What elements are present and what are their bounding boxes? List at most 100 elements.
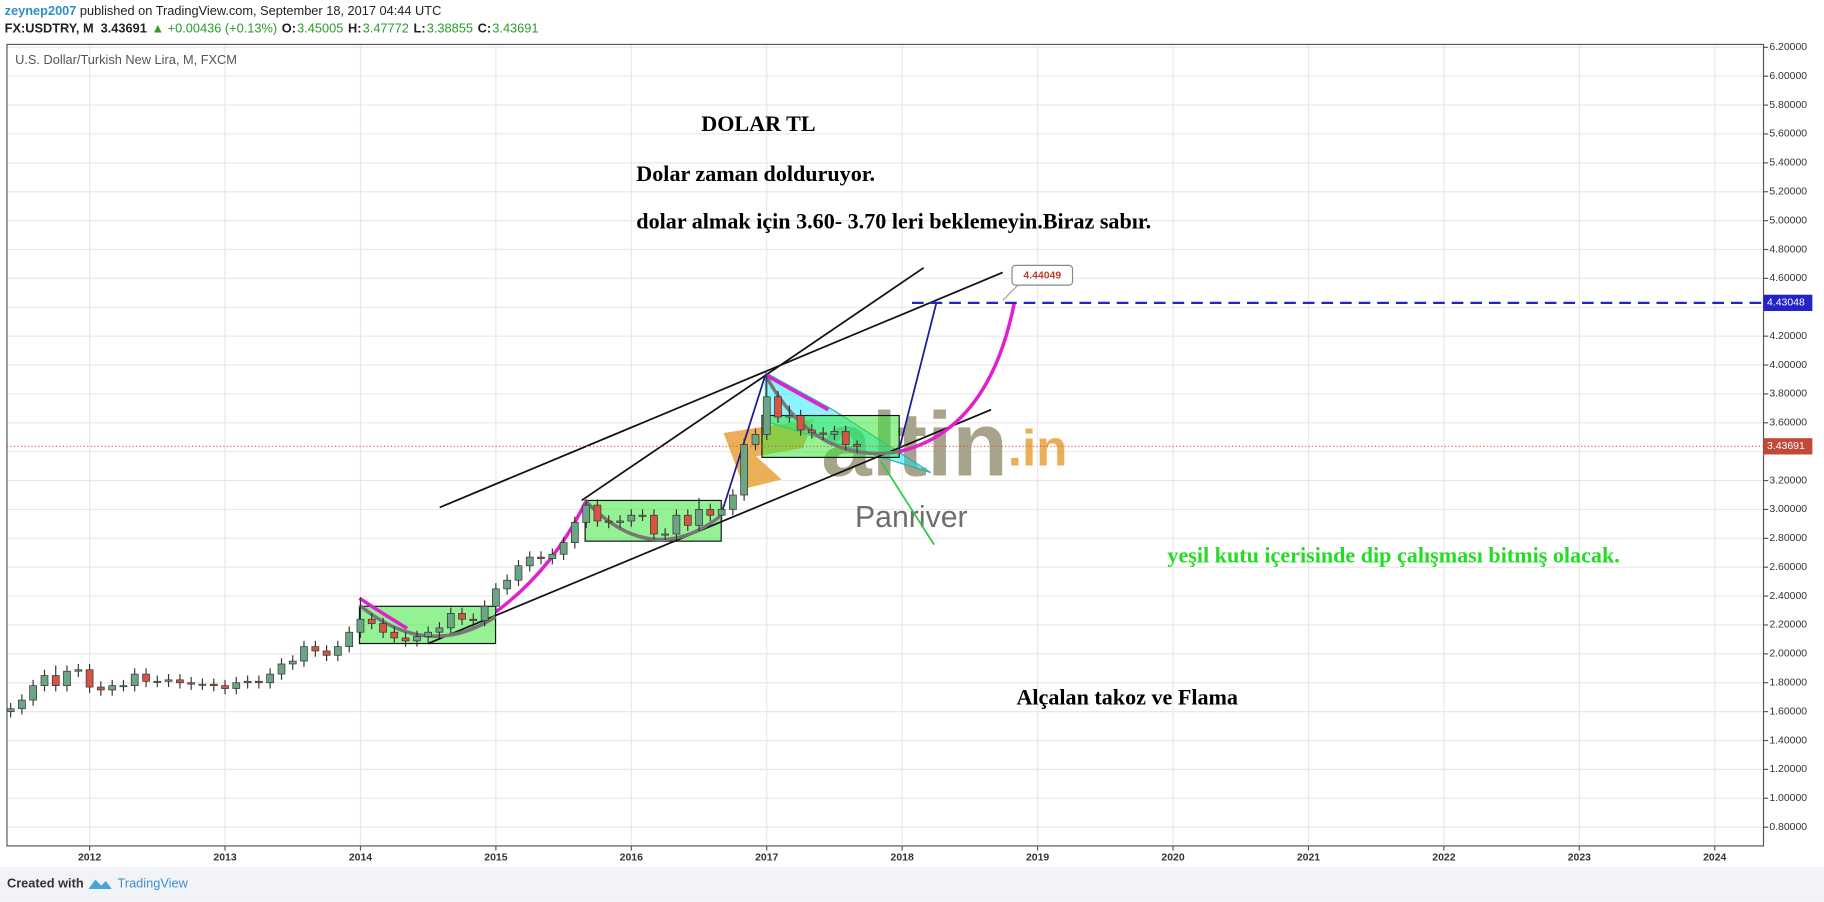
candle-body — [582, 504, 591, 523]
candle-body — [514, 565, 523, 581]
x-tick-label: 2020 — [1161, 852, 1184, 863]
candle-body — [40, 675, 49, 686]
y-tick-label: 4.80000 — [1769, 244, 1807, 255]
candle-body — [255, 680, 263, 684]
candle-body — [548, 553, 557, 559]
ohlc-value: 3.43691 — [492, 21, 538, 36]
candle-body — [672, 514, 681, 535]
y-tick-label: 2.60000 — [1769, 562, 1807, 573]
candle-body — [221, 685, 229, 689]
x-tick-label: 2019 — [1026, 852, 1049, 863]
candle-body — [604, 520, 613, 523]
user[interactable]: zeynep2007 — [5, 3, 77, 18]
y-tick-label: 5.60000 — [1769, 129, 1807, 140]
curve — [898, 302, 1017, 454]
candle-body — [424, 631, 433, 637]
candle-body — [153, 680, 162, 683]
ohlc-value: 3.38855 — [427, 21, 473, 36]
candle-body — [164, 679, 173, 682]
candle-body — [480, 605, 489, 621]
candle-body — [762, 396, 771, 435]
candle-body — [322, 650, 331, 656]
ohlc-label: H: — [348, 21, 361, 36]
y-tick-label: 3.00000 — [1769, 504, 1807, 515]
x-tick-label: 2018 — [891, 852, 914, 863]
trend-line — [581, 267, 925, 502]
candle-body — [616, 520, 624, 523]
published: published on TradingView.com, September … — [80, 3, 441, 18]
chart-title: U.S. Dollar/Turkish New Lira, M, FXCM — [15, 52, 237, 67]
y-tick-label: 6.00000 — [1769, 71, 1807, 82]
curve — [494, 502, 587, 614]
footer-brand[interactable]: TradingView — [117, 876, 188, 891]
candle-body — [717, 509, 726, 516]
callout-pointer — [1002, 283, 1020, 301]
candle-body — [796, 415, 805, 431]
y-tick-label: 1.60000 — [1769, 706, 1807, 717]
last-price-tag — [1763, 438, 1813, 455]
curve — [764, 373, 830, 412]
candle-body — [570, 522, 579, 544]
y-tick-label: 5.00000 — [1769, 215, 1807, 226]
grid — [6, 44, 1764, 846]
candle-body — [390, 631, 399, 639]
ohlc-label: C: — [478, 21, 492, 36]
candle-body — [300, 646, 308, 662]
callout-label: 4.44049 — [1023, 271, 1061, 282]
candle-body — [232, 682, 241, 689]
candle-body — [774, 396, 782, 418]
y-tick-label: 5.20000 — [1769, 187, 1807, 198]
candle-body — [63, 670, 71, 686]
x-tick-label: 2017 — [755, 852, 778, 863]
annotation: DOLAR TL — [701, 111, 815, 136]
candle-body — [288, 660, 297, 665]
candle-body — [266, 673, 274, 684]
x-tick-label: 2014 — [349, 852, 372, 863]
annotation: yeşil kutu içerisinde dip çalışması bitm… — [1167, 543, 1619, 568]
y-tick-label: 2.20000 — [1769, 620, 1807, 631]
x-tick-label: 2012 — [78, 852, 101, 863]
y-tick-label: 5.40000 — [1769, 158, 1807, 169]
candle-body — [243, 680, 252, 684]
candle-body — [492, 588, 500, 607]
symbol: FX:USDTRY, M — [5, 21, 94, 36]
footer-bg — [0, 866, 1824, 902]
annotation: Alçalan takoz ve Flama — [1016, 684, 1238, 709]
x-tick-label: 2023 — [1568, 852, 1591, 863]
y-tick-label: 3.80000 — [1769, 389, 1807, 400]
candle-body — [683, 514, 692, 526]
last-price: 3.43691 — [101, 21, 147, 36]
candle-body — [469, 618, 478, 621]
header-line-2: FX:USDTRY, M 3.43691 ▲ +0.00436 (+0.13%) O:… — [5, 21, 539, 36]
candle-body — [650, 514, 658, 535]
y-tick-label: 1.40000 — [1769, 735, 1807, 746]
y-tick-label: 5.80000 — [1769, 100, 1807, 111]
y-tick-label: 3.20000 — [1769, 475, 1807, 486]
candle-body — [537, 556, 545, 559]
candle-body — [311, 646, 320, 652]
green-box — [761, 414, 900, 458]
candle-body — [525, 556, 534, 567]
ohlc-label: L: — [414, 21, 426, 36]
candle-body — [751, 434, 760, 445]
candle-body — [176, 679, 184, 684]
target-label: 4.43048 — [1767, 298, 1805, 309]
footer-created: Created with — [7, 876, 84, 891]
y-tick-label: 2.40000 — [1769, 591, 1807, 602]
candle-body — [130, 673, 139, 686]
y-tick-label: 0.80000 — [1769, 822, 1807, 833]
candle-body — [108, 685, 117, 691]
candle-body — [198, 683, 207, 686]
candle-body — [841, 431, 850, 445]
y-tick-label: 6.20000 — [1769, 42, 1807, 53]
y-tick-label: 4.20000 — [1769, 331, 1807, 342]
candle-body — [401, 637, 410, 642]
y-tick-label: 2.00000 — [1769, 649, 1807, 660]
change: ▲ +0.00436 (+0.13%) — [151, 21, 277, 36]
impulse-line — [898, 302, 938, 450]
candle-body — [413, 636, 421, 642]
ohlc-label: O: — [282, 21, 296, 36]
